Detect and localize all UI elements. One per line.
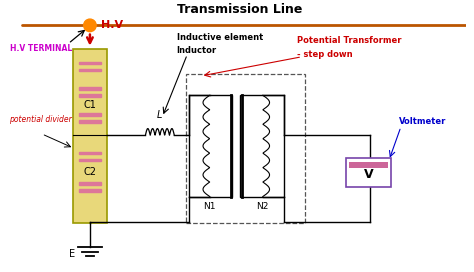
Text: H.V TERMINAL: H.V TERMINAL <box>10 44 73 53</box>
Text: Transmission Line: Transmission Line <box>177 3 302 16</box>
Text: N2: N2 <box>256 202 269 211</box>
Bar <box>73 48 107 223</box>
Text: Potential Transformer: Potential Transformer <box>297 36 402 45</box>
Bar <box>79 159 101 161</box>
Text: V: V <box>364 168 373 181</box>
Bar <box>79 87 101 89</box>
Text: Voltmeter: Voltmeter <box>399 117 446 126</box>
Text: Inductor: Inductor <box>177 46 217 55</box>
Bar <box>79 69 101 71</box>
Bar <box>79 182 101 184</box>
Bar <box>79 61 101 64</box>
Bar <box>79 152 101 154</box>
Text: C2: C2 <box>83 168 96 177</box>
Text: - step down: - step down <box>297 50 353 59</box>
Text: potential divider: potential divider <box>9 115 72 124</box>
Bar <box>349 162 388 168</box>
Circle shape <box>83 19 96 32</box>
Text: C1: C1 <box>83 100 96 110</box>
Text: L: L <box>157 110 163 120</box>
Text: E: E <box>69 249 75 259</box>
Bar <box>240 95 284 197</box>
Text: H.V: H.V <box>100 20 123 30</box>
Text: Inductive element: Inductive element <box>177 33 263 42</box>
Bar <box>186 74 304 223</box>
Bar <box>346 158 392 187</box>
Bar <box>79 113 101 116</box>
Bar <box>189 95 232 197</box>
Bar <box>79 189 101 192</box>
Text: N1: N1 <box>203 202 216 211</box>
Bar <box>79 94 101 97</box>
Bar <box>79 120 101 123</box>
